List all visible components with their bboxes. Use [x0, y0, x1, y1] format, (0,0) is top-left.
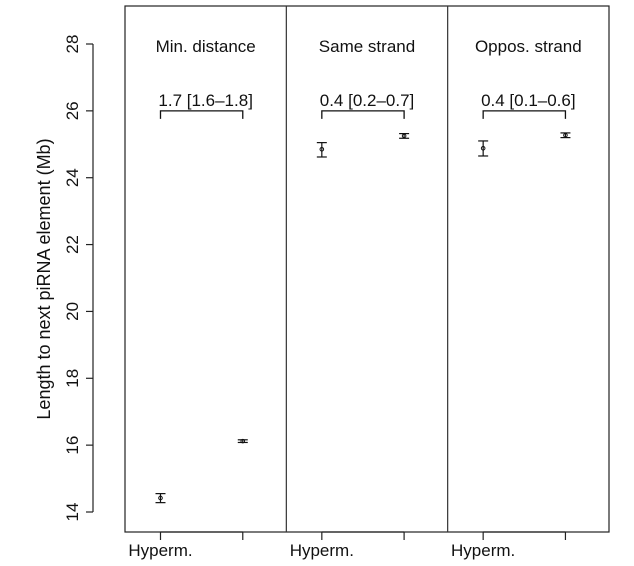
comparison-bracket [159, 110, 244, 119]
comparison-label: 0.4 [0.2–0.7] [320, 91, 415, 110]
data-point [563, 132, 568, 138]
data-point [158, 495, 163, 501]
comparison-label: 0.4 [0.1–0.6] [481, 91, 576, 110]
panel-title: Oppos. strand [475, 37, 582, 56]
y-tick-label: 22 [63, 235, 82, 254]
y-tick-label: 20 [63, 302, 82, 321]
y-tick-label: 14 [63, 503, 82, 522]
panel: Same strand 0.4 [0.2–0.7] Hyperm. [285, 6, 415, 560]
panel-title: Min. distance [156, 37, 256, 56]
comparison-label: 1.7 [1.6–1.8] [158, 91, 253, 110]
y-tick-label: 16 [63, 436, 82, 455]
panel: Oppos. strand 0.4 [0.1–0.6] Hyperm. [447, 6, 582, 560]
y-tick-label: 28 [63, 35, 82, 54]
data-point [401, 133, 407, 139]
comparison-bracket [482, 110, 567, 119]
y-tick-label: 26 [63, 101, 82, 120]
y-axis: 14 16 18 20 22 24 26 28 [63, 35, 94, 522]
data-point [240, 438, 246, 444]
x-tick-label: Hyperm. [128, 541, 192, 560]
panel-title: Same strand [319, 37, 415, 56]
y-tick-label: 24 [63, 168, 82, 187]
y-axis-label: Length to next piRNA element (Mb) [34, 138, 54, 419]
y-tick-label: 18 [63, 369, 82, 388]
x-tick-label: Hyperm. [290, 541, 354, 560]
data-point [480, 145, 486, 151]
data-point [319, 147, 325, 152]
comparison-bracket [321, 110, 405, 119]
plot-frame [124, 5, 610, 533]
x-tick-label: Hyperm. [451, 541, 515, 560]
panel: Min. distance 1.7 [1.6–1.8] Hyperm. [128, 37, 255, 560]
